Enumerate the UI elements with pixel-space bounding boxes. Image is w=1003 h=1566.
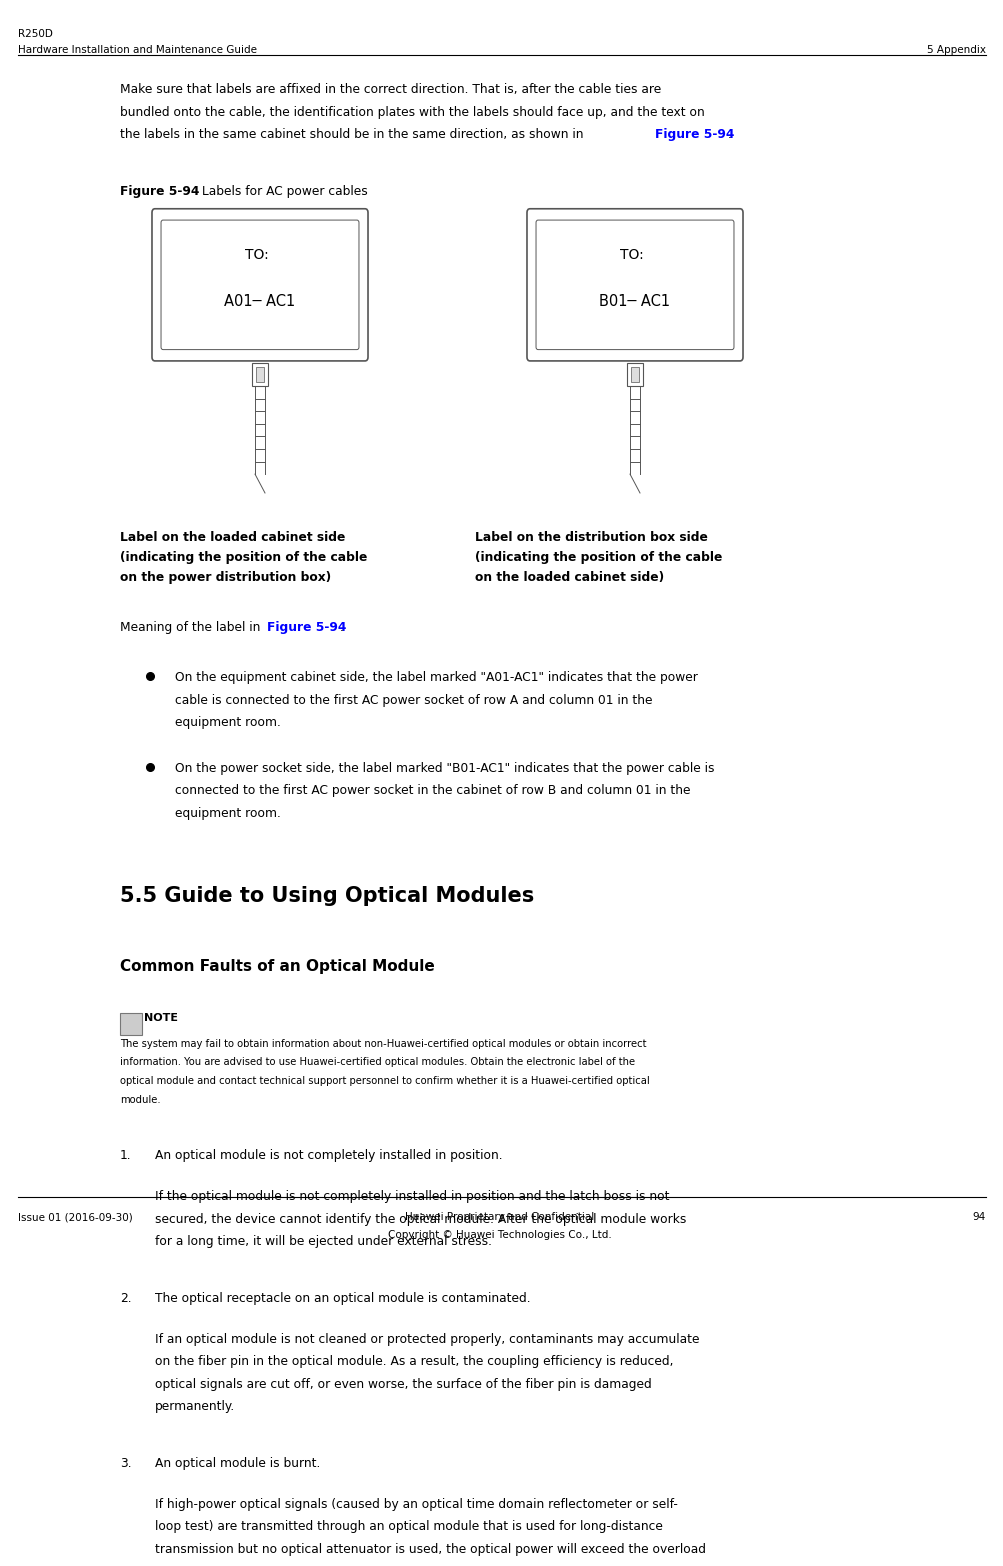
Text: Make sure that labels are affixed in the correct direction. That is, after the c: Make sure that labels are affixed in the… (120, 83, 661, 96)
Text: Hardware Installation and Maintenance Guide: Hardware Installation and Maintenance Gu… (18, 45, 257, 55)
Text: 94: 94 (972, 1212, 985, 1223)
Bar (630, 366, 638, 382)
Text: connected to the first AC power socket in the cabinet of row B and column 01 in : connected to the first AC power socket i… (175, 785, 690, 797)
Text: 5.5 Guide to Using Optical Modules: 5.5 Guide to Using Optical Modules (120, 886, 534, 907)
Text: equipment room.: equipment room. (175, 806, 281, 821)
Text: on the power distribution box): on the power distribution box) (120, 572, 331, 584)
Text: .: . (727, 128, 731, 141)
Bar (256, 366, 264, 382)
Text: Label on the loaded cabinet side: Label on the loaded cabinet side (120, 531, 345, 543)
Text: Labels for AC power cables: Labels for AC power cables (198, 185, 367, 197)
Text: If the optical module is not completely installed in position and the latch boss: If the optical module is not completely … (154, 1190, 669, 1203)
Text: On the equipment cabinet side, the label marked "A01-AC1" indicates that the pow: On the equipment cabinet side, the label… (175, 672, 697, 684)
Text: A01─ AC1: A01─ AC1 (224, 294, 295, 309)
Text: information. You are advised to use Huawei-certified optical modules. Obtain the: information. You are advised to use Huaw… (120, 1057, 635, 1068)
Text: the labels in the same cabinet should be in the same direction, as shown in: the labels in the same cabinet should be… (120, 128, 587, 141)
Text: NOTE: NOTE (143, 1013, 178, 1023)
Text: Label on the distribution box side: Label on the distribution box side (474, 531, 707, 543)
FancyBboxPatch shape (536, 221, 733, 349)
Text: An optical module is not completely installed in position.: An optical module is not completely inst… (154, 1149, 503, 1162)
Text: 5 Appendix: 5 Appendix (926, 45, 985, 55)
Text: If an optical module is not cleaned or protected properly, contaminants may accu: If an optical module is not cleaned or p… (154, 1333, 699, 1345)
Text: cable is connected to the first AC power socket of row A and column 01 in the: cable is connected to the first AC power… (175, 694, 652, 706)
Text: loop test) are transmitted through an optical module that is used for long-dista: loop test) are transmitted through an op… (154, 1521, 662, 1533)
Bar (120, 1013, 141, 1035)
Text: Figure 5-94: Figure 5-94 (267, 622, 346, 634)
Text: Common Faults of an Optical Module: Common Faults of an Optical Module (120, 958, 434, 974)
Bar (627, 363, 642, 387)
Bar (252, 363, 268, 387)
Text: 2.: 2. (120, 1292, 131, 1304)
Text: (indicating the position of the cable: (indicating the position of the cable (120, 551, 367, 564)
Text: .: . (340, 622, 344, 634)
Text: The system may fail to obtain information about non-Huawei-certified optical mod: The system may fail to obtain informatio… (120, 1038, 646, 1049)
Text: If high-power optical signals (caused by an optical time domain reflectometer or: If high-power optical signals (caused by… (154, 1497, 677, 1511)
Text: bundled onto the cable, the identification plates with the labels should face up: bundled onto the cable, the identificati… (120, 105, 704, 119)
Text: Meaning of the label in: Meaning of the label in (120, 622, 264, 634)
Text: on the loaded cabinet side): on the loaded cabinet side) (474, 572, 663, 584)
Text: 3.: 3. (120, 1456, 131, 1470)
Text: B01─ AC1: B01─ AC1 (599, 294, 670, 309)
Text: R250D: R250D (18, 28, 53, 39)
Text: for a long time, it will be ejected under external stress.: for a long time, it will be ejected unde… (154, 1236, 491, 1248)
Text: secured, the device cannot identify the optical module. After the optical module: secured, the device cannot identify the … (154, 1212, 686, 1226)
Text: equipment room.: equipment room. (175, 716, 281, 730)
Text: Figure 5-94: Figure 5-94 (654, 128, 733, 141)
Text: An optical module is burnt.: An optical module is burnt. (154, 1456, 320, 1470)
Text: TO:: TO: (620, 247, 643, 262)
Text: on the fiber pin in the optical module. As a result, the coupling efficiency is : on the fiber pin in the optical module. … (154, 1355, 673, 1369)
Text: permanently.: permanently. (154, 1400, 235, 1414)
Text: module.: module. (120, 1095, 160, 1106)
Text: optical signals are cut off, or even worse, the surface of the fiber pin is dama: optical signals are cut off, or even wor… (154, 1378, 651, 1391)
Text: Issue 01 (2016-09-30): Issue 01 (2016-09-30) (18, 1212, 132, 1223)
Text: On the power socket side, the label marked "B01-AC1" indicates that the power ca: On the power socket side, the label mark… (175, 761, 714, 775)
Text: optical module and contact technical support personnel to confirm whether it is : optical module and contact technical sup… (120, 1076, 649, 1087)
Text: TO:: TO: (245, 247, 269, 262)
FancyBboxPatch shape (160, 221, 359, 349)
Text: Figure 5-94: Figure 5-94 (120, 185, 200, 197)
Text: (indicating the position of the cable: (indicating the position of the cable (474, 551, 721, 564)
Text: The optical receptacle on an optical module is contaminated.: The optical receptacle on an optical mod… (154, 1292, 531, 1304)
Text: 1.: 1. (120, 1149, 131, 1162)
Text: Huawei Proprietary and Confidential: Huawei Proprietary and Confidential (405, 1212, 594, 1223)
Text: transmission but no optical attenuator is used, the optical power will exceed th: transmission but no optical attenuator i… (154, 1543, 705, 1557)
FancyBboxPatch shape (527, 208, 742, 360)
FancyBboxPatch shape (151, 208, 368, 360)
Text: Copyright © Huawei Technologies Co., Ltd.: Copyright © Huawei Technologies Co., Ltd… (388, 1229, 611, 1240)
